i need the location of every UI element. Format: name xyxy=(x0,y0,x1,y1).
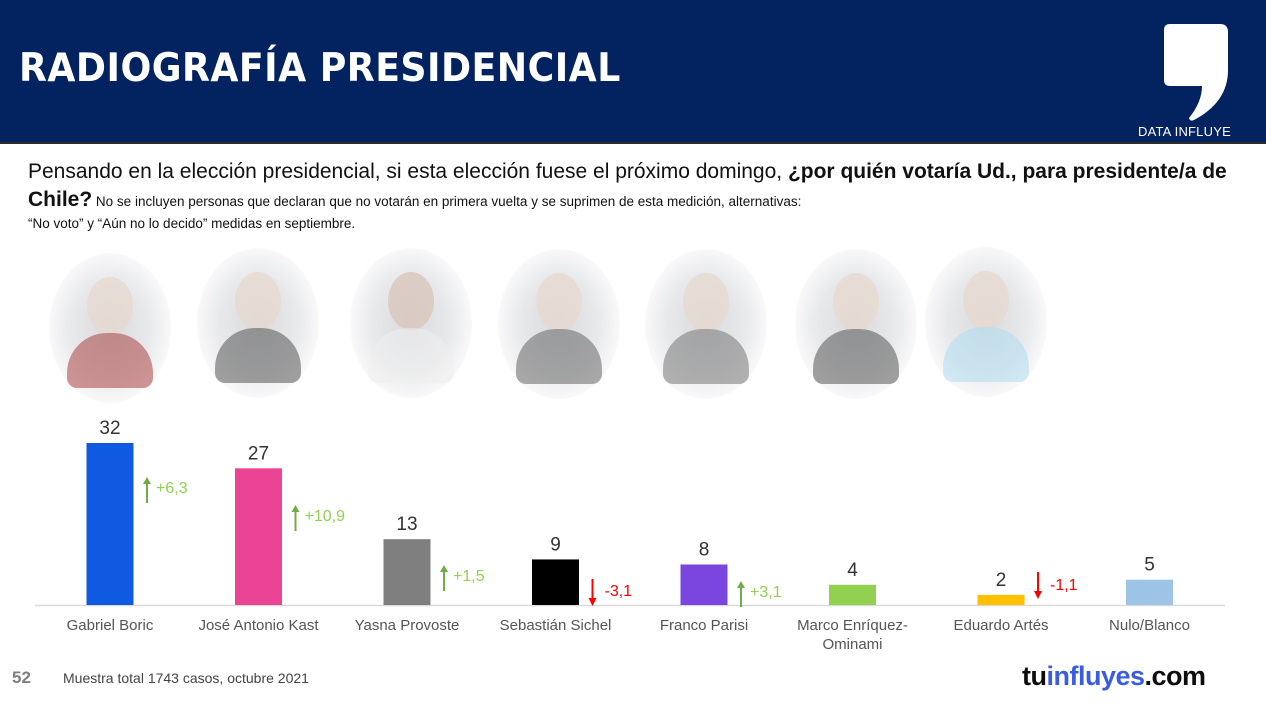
site-logo-tu: tu xyxy=(1022,661,1047,691)
bar-chart: 32 +6,3 27 +10,9 13 +1,5 9 -3,1 8 +3,1 4 2 -1,1 5 Gab… xyxy=(0,405,1266,665)
category-label-line: Marco Enríquez- xyxy=(797,617,908,634)
question-intro: Pensando en la elección presidencial, si… xyxy=(28,160,788,183)
question-note: No se incluyen personas que declaran que… xyxy=(92,194,802,209)
bar-0 xyxy=(86,443,134,605)
bar-3 xyxy=(532,559,579,605)
arrow-down-icon xyxy=(1034,572,1042,599)
category-label: Gabriel Boric xyxy=(35,616,185,635)
value-label: 2 xyxy=(996,570,1007,591)
candidate-photo xyxy=(197,248,319,398)
page-title: RADIOGRAFÍA PRESIDENCIAL xyxy=(19,46,621,91)
question-bold: ¿por quién votaría Ud., para presidente/… xyxy=(28,160,1227,211)
change-label: -3,1 xyxy=(605,583,633,600)
candidate-photo xyxy=(350,248,472,398)
change-label: +6,3 xyxy=(156,480,188,497)
change-label: +1,5 xyxy=(453,568,485,585)
bar-7 xyxy=(1126,579,1173,605)
arrow-up-icon xyxy=(291,505,300,531)
category-label: Sebastián Sichel xyxy=(481,616,631,635)
value-label: 27 xyxy=(248,443,269,464)
arrow-up-icon xyxy=(737,581,745,607)
site-logo-influyes: influyes xyxy=(1046,661,1145,691)
comma-quote-icon xyxy=(1164,24,1228,121)
candidate-photo xyxy=(645,249,767,399)
category-label-line: José Antonio Kast xyxy=(198,617,319,634)
category-label: Eduardo Artés xyxy=(926,616,1076,635)
bar-5 xyxy=(829,584,876,605)
category-label-line: Gabriel Boric xyxy=(66,617,154,634)
bar-2 xyxy=(383,539,431,605)
category-label: Yasna Provoste xyxy=(332,616,482,635)
candidate-photo xyxy=(925,247,1047,397)
arrow-up-icon xyxy=(143,477,151,503)
change-label: +3,1 xyxy=(750,584,782,601)
category-label-line: Ominami xyxy=(822,636,883,653)
chart-canvas: 32 +6,3 27 +10,9 13 +1,5 9 -3,1 8 +3,1 4 2 -1,1 5 xyxy=(35,418,1225,607)
change-label: -1,1 xyxy=(1050,577,1078,594)
value-label: 9 xyxy=(550,534,561,555)
category-label: Nulo/Blanco xyxy=(1075,616,1225,635)
page-number: 52 xyxy=(12,668,31,687)
category-label-line: Nulo/Blanco xyxy=(1109,617,1190,634)
site-logo[interactable]: tuinfluyes.com xyxy=(1022,661,1206,692)
candidate-photos xyxy=(0,245,1266,410)
brand-label: DATA INFLUYE xyxy=(1138,124,1231,139)
candidate-photo xyxy=(49,253,171,403)
survey-question: Pensando en la elección presidencial, si… xyxy=(28,158,1258,214)
category-label: Marco Enríquez- Ominami xyxy=(778,616,928,654)
arrow-up-icon xyxy=(440,565,448,591)
value-label: 5 xyxy=(1144,555,1155,576)
value-label: 32 xyxy=(99,418,120,439)
value-label: 8 xyxy=(699,540,710,561)
arrow-down-icon xyxy=(588,579,597,606)
header-banner: RADIOGRAFÍA PRESIDENCIAL DATA INFLUYE xyxy=(0,0,1266,144)
category-label-line: Sebastián Sichel xyxy=(499,617,612,634)
value-label: 13 xyxy=(396,514,417,535)
source-note: Muestra total 1743 casos, octubre 2021 xyxy=(63,670,309,686)
value-label: 4 xyxy=(847,560,858,581)
bar-4 xyxy=(680,564,728,605)
question-note-line2: “No voto” y “Aún no lo decido” medidas e… xyxy=(28,216,356,231)
category-label-line: Eduardo Artés xyxy=(953,617,1049,634)
candidate-photo xyxy=(795,249,917,399)
site-logo-com: .com xyxy=(1144,661,1207,691)
bar-6 xyxy=(977,594,1025,605)
bar-1 xyxy=(235,468,282,605)
candidate-photo xyxy=(498,249,620,399)
change-label: +10,9 xyxy=(305,508,346,525)
category-label: Franco Parisi xyxy=(629,616,779,635)
category-label-line: Yasna Provoste xyxy=(354,617,460,634)
category-label-line: Franco Parisi xyxy=(659,617,749,634)
category-label: José Antonio Kast xyxy=(184,616,334,635)
